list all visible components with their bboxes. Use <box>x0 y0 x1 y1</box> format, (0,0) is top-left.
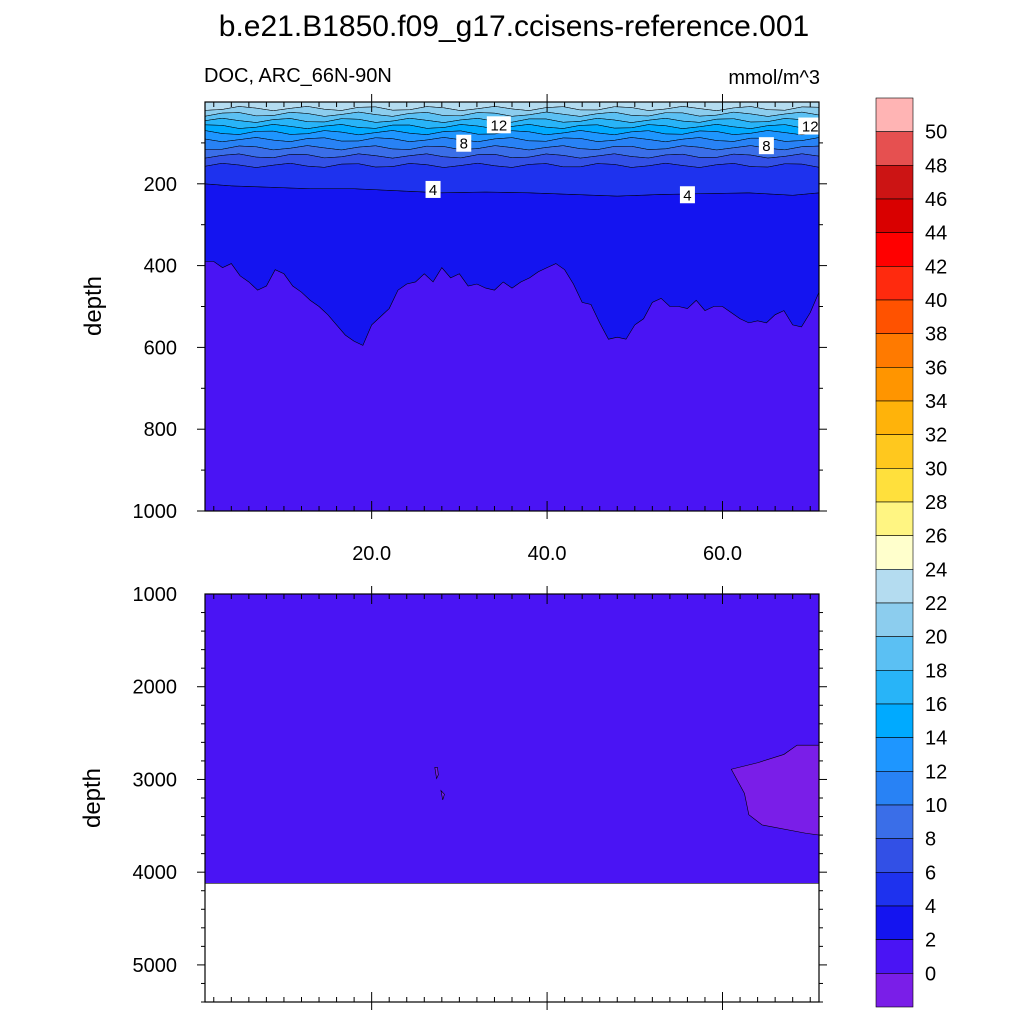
colorbar-swatch <box>875 838 914 873</box>
upper-plot-area: 12 12 8 8 4 4 <box>204 101 823 512</box>
svg-text:4: 4 <box>683 187 691 204</box>
svg-text:8: 8 <box>460 136 468 153</box>
colorbar-label: 12 <box>925 761 947 783</box>
variable-label: DOC, ARC_66N-90N <box>204 65 392 87</box>
colorbar-label: 26 <box>925 526 947 548</box>
upper-y-axis-label: depth <box>80 276 107 336</box>
colorbar-swatch <box>875 434 914 469</box>
colorbar-label: 8 <box>925 829 936 851</box>
lower-panel: 1000 2000 3000 4000 5000 depth <box>79 584 827 1010</box>
lower-plot-area <box>204 593 820 1003</box>
contour-label: 12 <box>486 116 511 134</box>
svg-text:8: 8 <box>762 138 770 155</box>
colorbar-label: 14 <box>925 728 947 750</box>
colorbar-label: 6 <box>925 862 936 884</box>
x-tick-label: 60.0 <box>703 543 742 565</box>
colorbar-label: 38 <box>925 324 947 346</box>
colorbar-label: 18 <box>925 660 947 682</box>
chart-title: b.e21.B1850.f09_g17.ccisens-reference.00… <box>219 10 809 43</box>
colorbar-swatch <box>875 198 914 233</box>
colorbar-swatch <box>875 535 914 570</box>
svg-text:12: 12 <box>802 119 819 136</box>
colorbar-swatch <box>875 232 914 267</box>
x-axis-tick-labels: 20.0 40.0 60.0 <box>352 543 742 565</box>
colorbar-label: 34 <box>925 391 947 413</box>
y-tick-label: 800 <box>144 419 177 441</box>
colorbar-label: 32 <box>925 425 947 447</box>
colorbar-swatch <box>875 501 914 536</box>
y-tick-label: 600 <box>144 337 177 359</box>
y-tick-label: 2000 <box>133 677 178 699</box>
contour-label: 12 <box>798 117 823 136</box>
colorbar-swatch <box>875 670 914 705</box>
colorbar-swatch <box>875 804 914 839</box>
colorbar-swatch <box>875 636 914 671</box>
colorbar-label: 36 <box>925 357 947 379</box>
colorbar-label: 2 <box>925 930 936 952</box>
colorbar-label: 16 <box>925 694 947 716</box>
colorbar-label: 4 <box>925 896 936 918</box>
svg-text:12: 12 <box>490 117 507 134</box>
surface-band <box>204 162 820 197</box>
units-label: mmol/m^3 <box>728 67 820 89</box>
colorbar-swatch <box>875 905 914 940</box>
colorbar-label: 28 <box>925 492 947 514</box>
lower-y-axis-label: depth <box>79 768 106 828</box>
y-tick-label: 1000 <box>133 584 178 606</box>
colorbar-swatch <box>875 97 914 132</box>
band-below-0 <box>434 767 439 780</box>
colorbar: 5048464442403836343230282624222018161412… <box>875 97 947 1008</box>
colorbar-label: 22 <box>925 593 947 615</box>
x-tick-label: 20.0 <box>352 543 391 565</box>
colorbar-label: 24 <box>925 559 947 581</box>
upper-panel: 12 12 8 8 4 4 200 400 600 800 1000 depth <box>80 94 827 523</box>
colorbar-swatch <box>875 737 914 772</box>
colorbar-swatch <box>875 333 914 368</box>
y-tick-label: 4000 <box>133 862 178 884</box>
colorbar-swatch <box>875 468 914 503</box>
colorbar-label: 0 <box>925 963 936 985</box>
contour-label: 8 <box>758 137 774 155</box>
colorbar-swatch <box>875 367 914 402</box>
y-tick-label: 200 <box>144 174 177 196</box>
y-tick-label: 400 <box>144 256 177 278</box>
colorbar-swatch <box>875 771 914 806</box>
upper-y-axis: 200 400 600 800 1000 <box>133 94 827 523</box>
colorbar-swatch <box>875 569 914 604</box>
y-tick-label: 3000 <box>133 769 178 791</box>
colorbar-swatch <box>875 131 914 166</box>
colorbar-label: 48 <box>925 155 947 177</box>
y-tick-label: 1000 <box>133 501 178 523</box>
colorbar-label: 40 <box>925 290 947 312</box>
contour-label: 4 <box>425 180 441 199</box>
colorbar-swatch <box>875 266 914 301</box>
colorbar-swatch <box>875 703 914 738</box>
colorbar-swatch <box>875 400 914 435</box>
x-tick-label: 40.0 <box>528 543 567 565</box>
y-tick-label: 5000 <box>133 955 178 977</box>
lower-y-axis: 1000 2000 3000 4000 5000 <box>133 584 827 1010</box>
colorbar-label: 10 <box>925 795 947 817</box>
band-below-0 <box>440 789 445 800</box>
colorbar-swatch <box>875 872 914 907</box>
svg-text:4: 4 <box>429 182 437 199</box>
contour-label: 4 <box>679 186 695 204</box>
contour-label: 8 <box>456 134 472 153</box>
colorbar-label: 46 <box>925 189 947 211</box>
colorbar-label: 42 <box>925 256 947 278</box>
colorbar-label: 30 <box>925 458 947 480</box>
colorbar-label: 20 <box>925 627 947 649</box>
colorbar-label: 50 <box>925 122 947 144</box>
colorbar-swatch <box>875 165 914 200</box>
colorbar-swatch <box>875 602 914 637</box>
colorbar-swatch <box>875 973 914 1008</box>
colorbar-label: 44 <box>925 223 947 245</box>
band-0-2 <box>204 593 820 884</box>
colorbar-swatch <box>875 939 914 974</box>
colorbar-swatch <box>875 299 914 334</box>
